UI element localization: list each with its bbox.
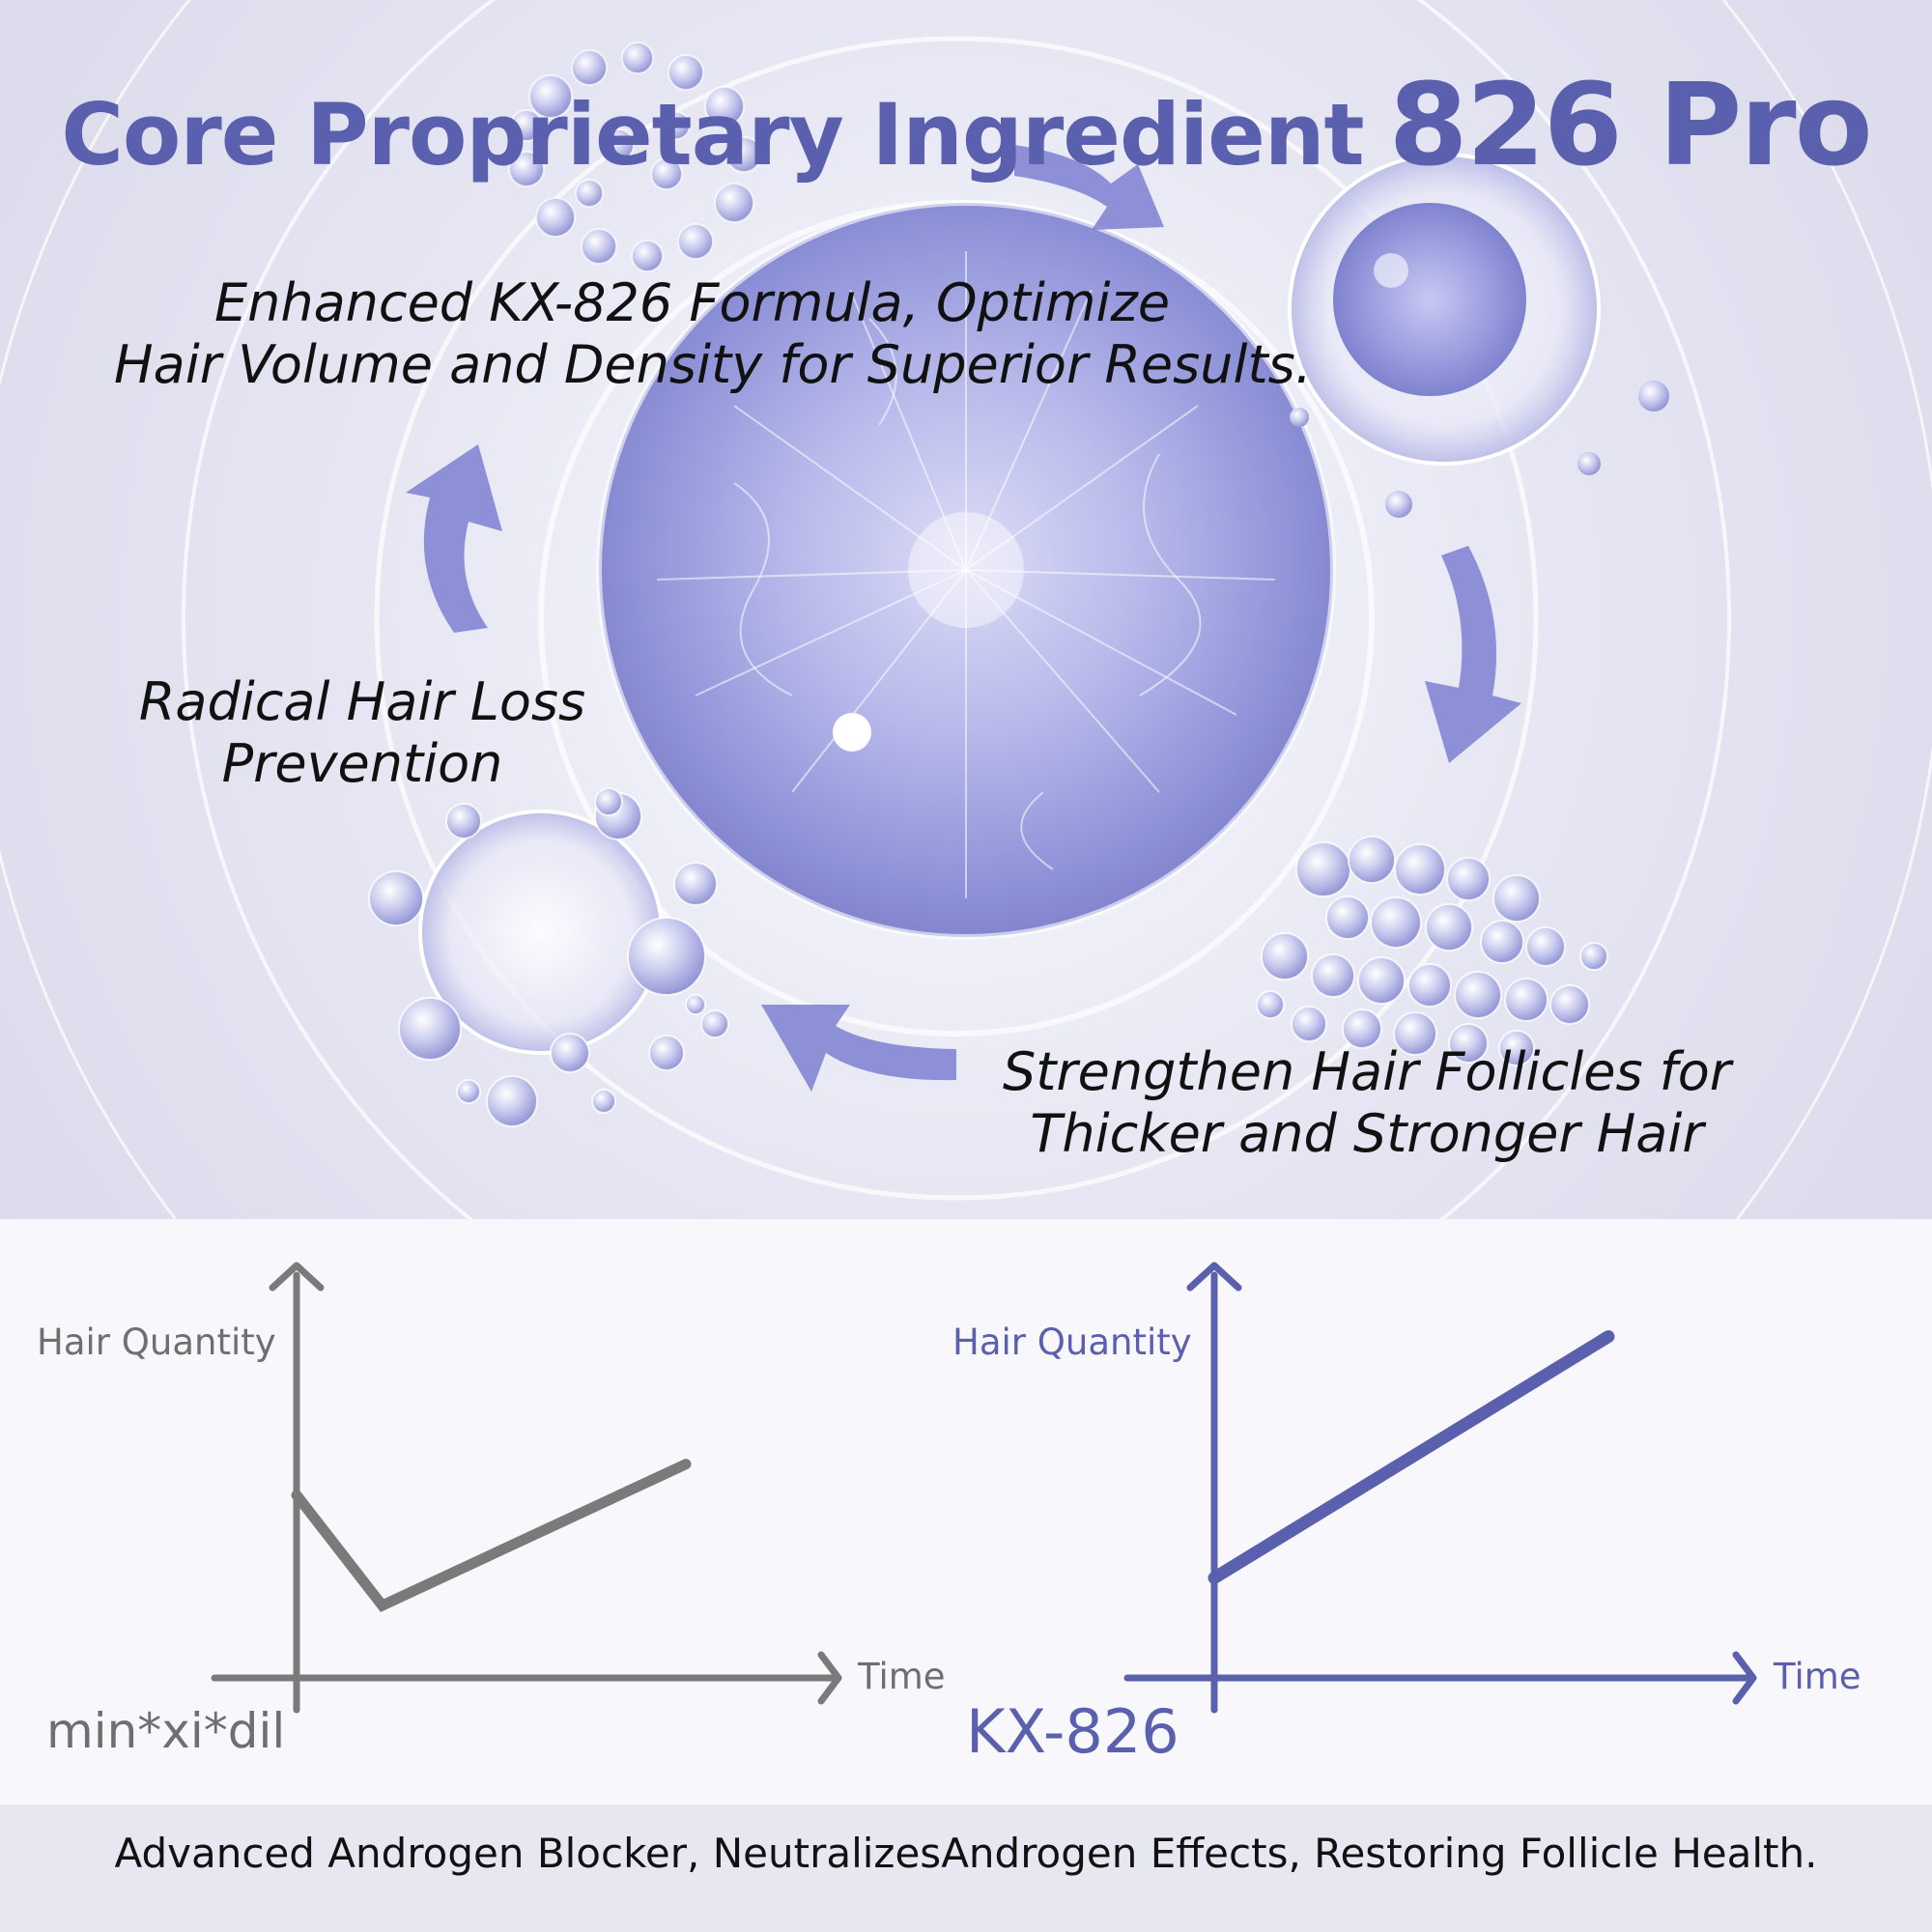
cell-topright: [1288, 153, 1669, 518]
chart2-y-arrow-icon: [1186, 1262, 1242, 1292]
comparison-section: [0, 1219, 1932, 1804]
arrow-bottom-icon: [761, 1005, 956, 1092]
callout-formula-line1: Enhanced KX-826 Formula, Optimize: [214, 272, 1171, 333]
bubble-cluster-bottomright: [1256, 836, 1608, 1066]
bubble-cell-bottomleft: [368, 787, 729, 1127]
chart2-xlabel: Time: [1774, 1656, 1861, 1697]
callout-prevention-line2: Prevention: [221, 733, 503, 794]
chart1-x-arrow-icon: [817, 1651, 842, 1705]
callout-follicles-line2: Thicker and Stronger Hair: [1030, 1103, 1704, 1164]
molecule-cluster-topleft: [508, 42, 762, 272]
footer-band: [0, 1804, 1932, 1932]
arrow-top-icon: [1014, 145, 1164, 230]
chart1-ylabel: Hair Quantity: [37, 1321, 276, 1363]
callout-follicles-line1: Strengthen Hair Follicles for: [1002, 1041, 1732, 1102]
callout-prevention-line1: Radical Hair Loss: [138, 671, 586, 732]
title-main: Core Proprietary Ingredient: [61, 85, 1364, 185]
central-sphere: [596, 200, 1336, 940]
callout-formula-line2: Hair Volume and Density for Superior Res…: [114, 334, 1312, 395]
hero-artwork: [368, 42, 1669, 1127]
chart1-series-line: [291, 1459, 692, 1612]
cycle-arrows: [406, 145, 1521, 1092]
chart2-ylabel: Hair Quantity: [952, 1321, 1192, 1363]
page-title: Core Proprietary Ingredient 826 Pro: [0, 58, 1932, 191]
chart2-series-line: [1208, 1330, 1615, 1584]
chart1-y-arrow-icon: [269, 1262, 325, 1292]
chart1-xlabel: Time: [858, 1656, 946, 1697]
arrow-right-icon: [1425, 546, 1521, 763]
arrow-left-icon: [406, 444, 502, 633]
hero-section: Core Proprietary Ingredient 826 Pro Enhan…: [0, 0, 1932, 1219]
title-emphasis: 826 Pro: [1388, 58, 1873, 191]
chart2-x-arrow-icon: [1732, 1651, 1757, 1705]
chart1-caption: min*xi*dil: [46, 1703, 286, 1759]
chart2-caption: KX-826: [966, 1696, 1179, 1767]
footer-text: Advanced Androgen Blocker, NeutralizesAn…: [114, 1830, 1818, 1877]
